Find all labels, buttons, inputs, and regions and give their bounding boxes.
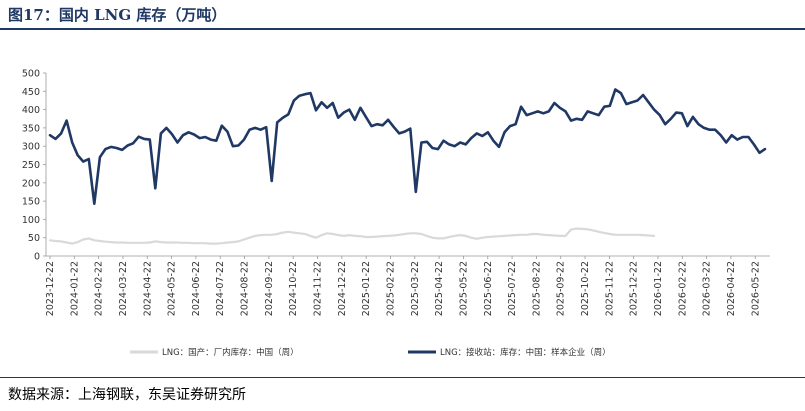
x-tick-label-20: 2025-08-22 bbox=[531, 261, 542, 316]
title-rule bbox=[0, 28, 805, 30]
x-axis-ticks: 2023-12-22 2024-01-22 2024-02-22 2024-03-22… bbox=[45, 256, 761, 316]
x-tick-label-9: 2024-09-22 bbox=[264, 261, 275, 316]
x-tick-label-23: 2025-11-22 bbox=[604, 261, 615, 316]
x-tick-label-5: 2024-05-22 bbox=[167, 261, 178, 316]
x-tick-label-27: 2026-03-22 bbox=[702, 261, 713, 316]
line-chart: 0 50 100 150 200 250 300 350 400 450 500 2023-12-2… bbox=[22, 69, 770, 358]
x-tick-label-1: 2024-01-22 bbox=[69, 261, 80, 316]
x-tick-label-24: 2025-12-22 bbox=[629, 261, 640, 316]
legend: LNG：国产：厂内库存：中国（周） LNG：接收站：库存：中国：样本企业（周） bbox=[130, 347, 611, 358]
x-tick-label-12: 2024-12-22 bbox=[337, 261, 348, 316]
x-tick-label-26: 2026-02-22 bbox=[677, 261, 688, 316]
y-tick-label-7: 350 bbox=[22, 123, 40, 134]
x-tick-label-10: 2024-10-22 bbox=[288, 261, 299, 316]
x-tick-label-19: 2025-07-22 bbox=[507, 261, 518, 316]
x-tick-label-0: 2023-12-22 bbox=[45, 261, 56, 316]
x-tick-label-8: 2024-08-22 bbox=[240, 261, 251, 316]
y-tick-label-10: 500 bbox=[22, 69, 40, 80]
x-tick-label-18: 2025-06-22 bbox=[483, 261, 494, 316]
x-tick-label-4: 2024-04-22 bbox=[142, 261, 153, 316]
series-layer bbox=[48, 88, 767, 245]
x-tick-label-16: 2025-04-22 bbox=[434, 261, 445, 316]
figure-title: 图17：国内 LNG 库存（万吨） bbox=[8, 6, 227, 24]
y-tick-label-0: 0 bbox=[34, 252, 40, 263]
legend-label-1: LNG：接收站：库存：中国：样本企业（周） bbox=[440, 347, 611, 358]
x-tick-label-7: 2024-07-22 bbox=[215, 261, 226, 316]
y-tick-label-6: 300 bbox=[22, 142, 40, 153]
series-line-0 bbox=[48, 227, 656, 245]
y-axis-ticks: 0 50 100 150 200 250 300 350 400 450 500 bbox=[22, 69, 46, 263]
x-tick-label-22: 2025-10-22 bbox=[580, 261, 591, 316]
y-tick-label-8: 400 bbox=[22, 105, 40, 116]
x-tick-label-25: 2026-01-22 bbox=[653, 261, 664, 316]
x-tick-label-2: 2024-02-22 bbox=[94, 261, 105, 316]
series-line-1 bbox=[48, 88, 767, 205]
y-tick-label-9: 450 bbox=[22, 87, 40, 98]
x-tick-label-14: 2025-02-22 bbox=[385, 261, 396, 316]
y-tick-label-3: 150 bbox=[22, 197, 40, 208]
x-tick-label-11: 2024-11-22 bbox=[313, 261, 324, 316]
x-tick-label-21: 2025-09-22 bbox=[556, 261, 567, 316]
x-tick-label-6: 2024-06-22 bbox=[191, 261, 202, 316]
x-tick-label-13: 2025-01-22 bbox=[361, 261, 372, 316]
x-tick-label-15: 2025-03-22 bbox=[410, 261, 421, 316]
source-rule bbox=[0, 377, 805, 378]
y-tick-label-5: 250 bbox=[22, 160, 40, 171]
y-tick-label-2: 100 bbox=[22, 215, 40, 226]
y-tick-label-1: 50 bbox=[28, 233, 40, 244]
y-tick-label-4: 200 bbox=[22, 178, 40, 189]
x-tick-label-3: 2024-03-22 bbox=[118, 261, 129, 316]
x-tick-label-29: 2026-05-22 bbox=[750, 261, 761, 316]
legend-label-0: LNG：国产：厂内库存：中国（周） bbox=[162, 347, 299, 358]
x-tick-label-17: 2025-05-22 bbox=[458, 261, 469, 316]
x-tick-label-28: 2026-04-22 bbox=[726, 261, 737, 316]
data-source: 数据来源：上海钢联，东吴证券研究所 bbox=[8, 387, 246, 403]
